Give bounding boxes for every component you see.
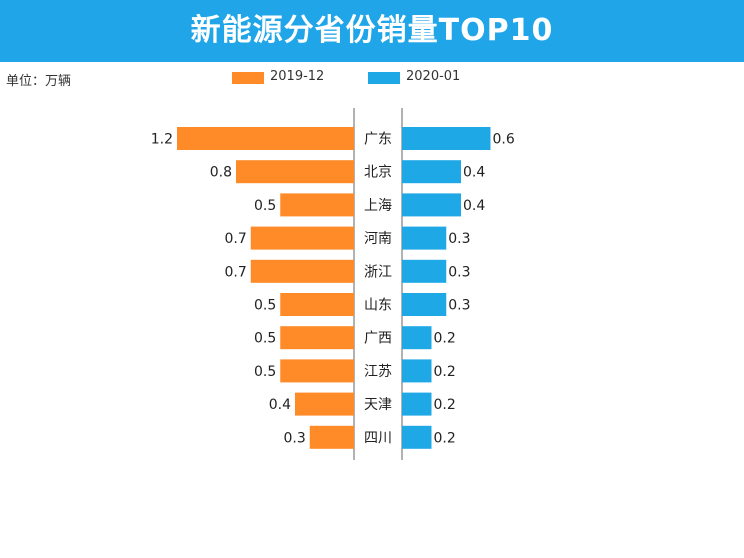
right-bar	[402, 226, 447, 250]
right-bar-value-label: 0.2	[434, 397, 456, 413]
category-label: 北京	[364, 165, 392, 181]
unit-label: 单位：万辆	[6, 74, 72, 89]
right-bar	[402, 392, 432, 416]
right-bar	[402, 425, 432, 449]
left-bar	[250, 226, 354, 250]
right-bar-value-label: 0.3	[448, 264, 470, 280]
left-bar-value-label: 0.7	[224, 264, 246, 280]
right-bar	[402, 259, 447, 283]
category-label: 浙江	[364, 264, 392, 280]
left-bar	[295, 392, 354, 416]
left-bar	[280, 293, 354, 316]
right-bar-value-label: 0.2	[434, 430, 456, 446]
left-bar-value-label: 0.8	[210, 165, 232, 181]
left-bar	[236, 160, 354, 184]
right-series-bars	[402, 127, 491, 449]
right-bar-value-label: 0.6	[493, 132, 515, 148]
left-bar-value-label: 0.4	[269, 397, 291, 413]
left-bar-value-label: 0.3	[283, 430, 305, 446]
right-bar	[402, 160, 461, 184]
right-bar	[402, 127, 491, 150]
category-label: 广东	[364, 132, 392, 148]
left-bar-value-label: 0.5	[254, 331, 276, 347]
left-bar-value-label: 0.7	[224, 231, 246, 247]
right-bar-value-label: 0.4	[463, 198, 485, 214]
legend: 2019-12 2020-01	[0, 66, 744, 88]
category-label: 江苏	[364, 364, 392, 380]
category-label: 山东	[364, 298, 392, 314]
right-bar	[402, 326, 432, 350]
right-bar-value-label: 0.4	[463, 165, 485, 181]
right-bar-value-label: 0.2	[434, 331, 456, 347]
chart-title: 新能源分省份销量TOP10	[190, 13, 554, 48]
left-bar	[250, 259, 354, 283]
category-label: 广西	[364, 331, 392, 347]
category-label: 四川	[364, 430, 392, 446]
right-bar	[402, 293, 447, 316]
legend-swatch-right	[368, 72, 400, 84]
left-bar-value-label: 0.5	[254, 298, 276, 314]
right-bar	[402, 359, 432, 383]
left-series-bars	[177, 127, 354, 449]
left-bar	[280, 326, 354, 350]
left-bar	[177, 127, 354, 150]
right-bar	[402, 193, 461, 217]
left-bar	[280, 359, 354, 383]
left-bar-value-label: 0.5	[254, 364, 276, 380]
left-bar	[309, 425, 354, 449]
left-bar-value-label: 1.2	[151, 132, 173, 148]
right-bar-value-label: 0.3	[448, 231, 470, 247]
chart-labels: 1.2 0.6 广东 0.8 0.4 北京 0.5 0.4 上海 0.7 0.3 河南 0.7 0.3 浙江…	[151, 132, 515, 447]
left-bar-value-label: 0.5	[254, 198, 276, 214]
legend-label-right: 2020-01	[406, 69, 461, 84]
title-banner: 新能源分省份销量TOP10	[0, 0, 744, 62]
right-bar-value-label: 0.3	[448, 298, 470, 314]
category-label: 天津	[364, 397, 392, 413]
legend-label-left: 2019-12	[270, 69, 325, 84]
left-bar	[280, 193, 354, 217]
legend-swatch-left	[232, 72, 264, 84]
category-label: 河南	[364, 231, 392, 247]
right-bar-value-label: 0.2	[434, 364, 456, 380]
category-label: 上海	[364, 198, 392, 214]
